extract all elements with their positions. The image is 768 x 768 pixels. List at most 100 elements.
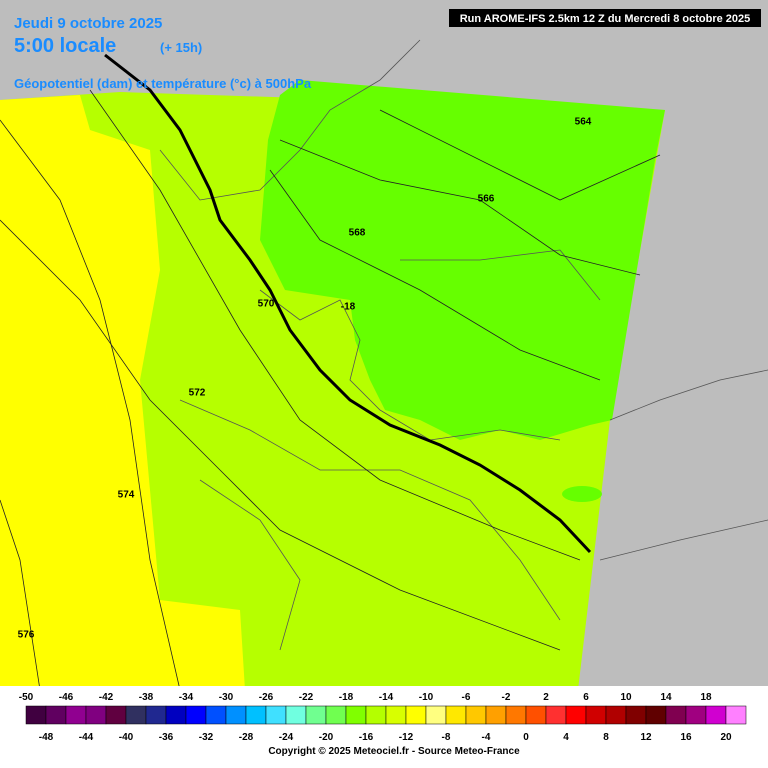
colorbar-label-bottom: -40 xyxy=(119,732,134,743)
colorbar-cell xyxy=(425,705,447,725)
colorbar-cell xyxy=(325,705,347,725)
colorbar-cell xyxy=(65,705,87,725)
colorbar-label-top: -22 xyxy=(299,692,314,703)
colorbar-label-top: 10 xyxy=(620,692,632,703)
colorbar-label-bottom: 16 xyxy=(680,732,692,743)
field-green-patch xyxy=(562,486,602,502)
colorbar-cell xyxy=(45,705,67,725)
subtitle: Géopotentiel (dam) et température (°c) à… xyxy=(14,76,312,91)
contour-label: 566 xyxy=(478,194,495,205)
colorbar-label-top: -6 xyxy=(462,692,471,703)
colorbar-label-top: -42 xyxy=(99,692,114,703)
isohypse xyxy=(0,499,41,691)
colorbar-cell xyxy=(605,705,627,725)
isohypse xyxy=(269,169,601,381)
colorbar-label-bottom: -44 xyxy=(79,732,94,743)
contour-label: 572 xyxy=(189,388,206,399)
isotherm-bold xyxy=(104,53,592,554)
contour-label: 570 xyxy=(258,299,275,310)
colorbar-cell xyxy=(725,705,747,725)
colorbar-cell xyxy=(185,705,207,725)
contour-label: 564 xyxy=(575,117,592,128)
colorbar-label-bottom: 4 xyxy=(563,732,569,743)
colorbar-cell xyxy=(405,705,427,725)
isohypse xyxy=(379,109,661,201)
colorbar-cell xyxy=(565,705,587,725)
field-yellow xyxy=(0,95,245,690)
colorbar-label-top: 14 xyxy=(660,692,672,703)
colorbar-cell xyxy=(465,705,487,725)
colorbar-label-top: 6 xyxy=(583,692,589,703)
contour-labels: 564 566 568 570 572 574 576 -18 xyxy=(18,117,592,641)
colorbar-label-top: -26 xyxy=(259,692,274,703)
colorbar-cell xyxy=(205,705,227,725)
contour-label: 576 xyxy=(18,630,35,641)
colorbar-cell xyxy=(365,705,387,725)
border xyxy=(599,519,768,561)
colorbar-cell xyxy=(145,705,167,725)
isohypse xyxy=(279,139,641,276)
colorbar-cell xyxy=(445,705,467,725)
colorbar-cell xyxy=(285,705,307,725)
colorbar-cell xyxy=(165,705,187,725)
legend-panel xyxy=(0,686,768,768)
colorbar-label-bottom: 20 xyxy=(720,732,732,743)
colorbar-label-bottom: -24 xyxy=(279,732,294,743)
colorbar-label-bottom: 0 xyxy=(523,732,529,743)
colorbar-label-bottom: -12 xyxy=(399,732,414,743)
colorbar-cell xyxy=(665,705,687,725)
colorbar-label-top: 2 xyxy=(543,692,549,703)
colorbar-label-top: -50 xyxy=(19,692,34,703)
isohypse xyxy=(0,219,561,651)
colorbar-label-bottom: -32 xyxy=(199,732,214,743)
time: 5:00 locale xyxy=(14,35,116,57)
isohypse xyxy=(0,119,181,691)
colorbar-label-bottom: -16 xyxy=(359,732,374,743)
colorbar-label-bottom: -8 xyxy=(442,732,451,743)
colorbar-label-top: -10 xyxy=(419,692,434,703)
contour-label: 574 xyxy=(118,490,135,501)
colorbar-label-bottom: -28 xyxy=(239,732,254,743)
isohypse xyxy=(89,89,581,561)
colorbar-cell xyxy=(385,705,407,725)
colorbar-label-bottom: -4 xyxy=(482,732,491,743)
colorbar-label-top: -34 xyxy=(179,692,194,703)
colorbar-label-top: -2 xyxy=(502,692,511,703)
colorbar-label-bottom: 12 xyxy=(640,732,652,743)
colorbar-cell xyxy=(625,705,647,725)
colorbar-label-top: 18 xyxy=(700,692,712,703)
border xyxy=(259,289,561,441)
border xyxy=(199,479,301,651)
colorbar-cell xyxy=(25,705,47,725)
border xyxy=(400,249,601,301)
colorbar-label-top: -38 xyxy=(139,692,154,703)
contour-label: 568 xyxy=(349,228,366,239)
colorbar-cell xyxy=(225,705,247,725)
colorbar: -50 -46 -42 -38 -34 -30 -26 -22 -18 -14 -10 -6 -2 2 6 1… xyxy=(19,692,747,743)
colorbar-label-bottom: 8 xyxy=(603,732,609,743)
colorbar-cell xyxy=(585,705,607,725)
date: Jeudi 9 octobre 2025 xyxy=(14,15,162,32)
border xyxy=(159,39,421,201)
colorbar-cell xyxy=(685,705,707,725)
colorbar-cell xyxy=(505,705,527,725)
borders xyxy=(159,39,768,651)
colorbar-cell xyxy=(265,705,287,725)
border xyxy=(179,399,561,621)
colorbar-label-bottom: -36 xyxy=(159,732,174,743)
colorbar-cell xyxy=(245,705,267,725)
colorbar-cell xyxy=(525,705,547,725)
colorbar-cell xyxy=(125,705,147,725)
colorbar-cell xyxy=(645,705,667,725)
colorbar-label-top: -18 xyxy=(339,692,354,703)
colorbar-label-top: -14 xyxy=(379,692,394,703)
colorbar-cell xyxy=(85,705,107,725)
colorbar-label-top: -46 xyxy=(59,692,74,703)
isohypses xyxy=(0,89,661,691)
copyright: Copyright © 2025 Meteociel.fr - Source M… xyxy=(268,746,520,757)
colorbar-label-bottom: -48 xyxy=(39,732,54,743)
colorbar-cell xyxy=(105,705,127,725)
colorbar-cell xyxy=(485,705,507,725)
colorbar-label-bottom: -20 xyxy=(319,732,334,743)
